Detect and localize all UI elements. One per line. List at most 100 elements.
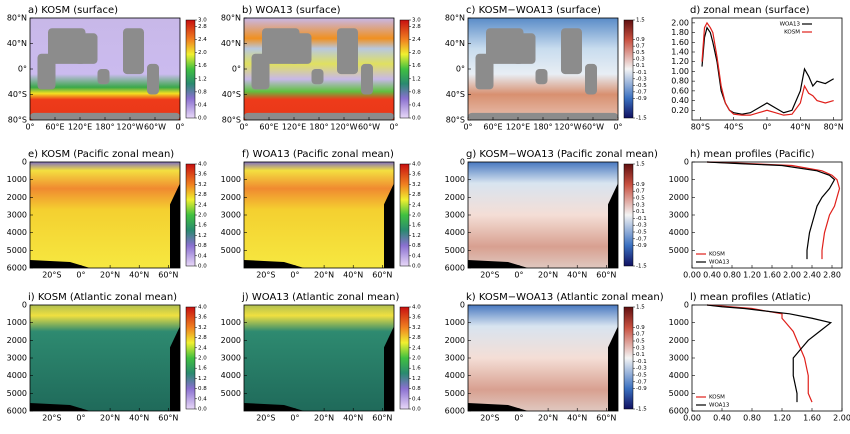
y-tick-label: 3000 xyxy=(221,211,241,220)
colorbar-label: 2.8 xyxy=(412,24,421,30)
colorbar-label: 0.5 xyxy=(636,196,645,202)
land xyxy=(585,63,597,95)
y-tick-label: 2000 xyxy=(445,336,465,345)
y-tick-label: 3000 xyxy=(445,211,465,220)
y-tick-label: 2000 xyxy=(7,336,27,345)
colorbar-label: 0.0 xyxy=(412,407,421,413)
legend-label: KOSM xyxy=(709,252,725,258)
x-tick-label: 120°E xyxy=(506,123,530,132)
colorbar-label: 2.8 xyxy=(198,24,207,30)
x-tick-label: 60°E xyxy=(45,123,64,132)
colorbar xyxy=(399,306,410,410)
colorbar-label: -1.5 xyxy=(636,264,647,270)
colorbar-label: 2.8 xyxy=(412,192,421,198)
colorbar-label: 0.4 xyxy=(198,396,207,402)
colorbar-label: 0.0 xyxy=(412,116,421,122)
legend-label: WOA13 xyxy=(780,22,801,28)
y-tick-label: 5000 xyxy=(7,246,27,255)
colorbar-label: 0.8 xyxy=(198,386,207,392)
y-tick-label: 5000 xyxy=(7,389,27,398)
panel-title: k) KOSM−WOA13 (Atlantic zonal mean) xyxy=(466,292,664,303)
x-tick-label: 20°S xyxy=(256,414,275,423)
y-tick-label: 4000 xyxy=(445,371,465,380)
x-tick-label: 1.60 xyxy=(763,271,781,280)
y-tick-label: 5000 xyxy=(221,246,241,255)
y-tick-label: 4000 xyxy=(7,371,27,380)
x-tick-label: 0° xyxy=(239,123,248,132)
colorbar-label: 3.2 xyxy=(412,182,421,188)
x-tick-label: 60°W xyxy=(358,123,380,132)
legend-label: KOSM xyxy=(709,395,725,401)
colorbar-label: 1.2 xyxy=(198,76,207,82)
colorbar xyxy=(399,19,410,119)
colorbar-label: 0.7 xyxy=(636,189,645,195)
colorbar-label: 0.9 xyxy=(636,182,645,188)
panel-title: b) WOA13 (surface) xyxy=(242,5,341,16)
colorbar xyxy=(623,163,634,267)
plot-frame xyxy=(691,17,843,121)
x-tick-label: 40°N xyxy=(129,414,149,423)
y-tick-label: 1000 xyxy=(669,175,689,184)
colorbar-label: -0.1 xyxy=(636,70,647,76)
colorbar-label: 2.4 xyxy=(198,345,207,351)
colorbar-label: 2.0 xyxy=(198,213,207,219)
colorbar-label: 0.5 xyxy=(636,50,645,56)
x-tick-label: 40°N xyxy=(343,414,363,423)
x-tick-label: 20°S xyxy=(256,271,275,280)
colorbar-label: 3.0 xyxy=(198,18,207,24)
x-tick-label: 180° xyxy=(95,123,114,132)
y-tick-label: 80°S xyxy=(8,116,27,125)
colorbar-label: 1.6 xyxy=(198,63,207,69)
colorbar-label: 2.8 xyxy=(412,335,421,341)
panel-title: h) mean profiles (Pacific) xyxy=(690,149,815,160)
x-tick-label: 60°E xyxy=(259,123,278,132)
colorbar-label: -0.9 xyxy=(636,243,647,249)
colorbar-label: -0.3 xyxy=(636,223,647,229)
x-tick-label: 0.40 xyxy=(713,414,731,423)
land xyxy=(468,112,618,120)
y-tick-label: 0 xyxy=(460,301,465,310)
colorbar-label: -0.7 xyxy=(636,89,647,95)
colorbar-label: -0.9 xyxy=(636,386,647,392)
y-tick-label: 6000 xyxy=(669,407,689,416)
colorbar-label: 1.6 xyxy=(198,366,207,372)
x-tick-label: 20°S xyxy=(480,271,499,280)
y-tick-label: 1000 xyxy=(669,318,689,327)
colorbar-label: 0.7 xyxy=(636,44,645,50)
panel-title: c) KOSM−WOA13 (surface) xyxy=(466,5,601,16)
colorbar xyxy=(623,306,634,410)
x-tick-label: 40°N xyxy=(343,271,363,280)
colorbar-label: 1.5 xyxy=(636,18,645,24)
colorbar-label: 0.1 xyxy=(636,209,645,215)
colorbar-label: 2.4 xyxy=(412,37,421,43)
colorbar-label: 0.8 xyxy=(198,243,207,249)
y-tick-label: 1000 xyxy=(445,318,465,327)
data-line xyxy=(701,21,834,116)
y-tick-label: 0.80 xyxy=(671,77,689,86)
y-tick-label: 0 xyxy=(22,301,27,310)
colorbar-label: -0.5 xyxy=(636,373,647,379)
x-tick-label: 60°N xyxy=(596,414,616,423)
land xyxy=(311,69,324,85)
x-tick-label: 2.00 xyxy=(833,414,850,423)
x-tick-label: 60°W xyxy=(582,123,604,132)
colorbar-label: 0.4 xyxy=(412,253,421,259)
colorbar-label: 0.3 xyxy=(636,345,645,351)
panel-title: g) KOSM−WOA13 (Pacific zonal mean) xyxy=(466,149,658,160)
x-tick-label: 20°S xyxy=(42,271,61,280)
x-tick-label: 60°N xyxy=(372,414,392,423)
x-tick-label: 40°N xyxy=(567,271,587,280)
colorbar-label: -0.7 xyxy=(636,236,647,242)
colorbar-label: 1.2 xyxy=(198,233,207,239)
x-tick-label: 40°N xyxy=(129,271,149,280)
x-tick-label: 40°S xyxy=(724,123,743,132)
land xyxy=(561,28,582,75)
y-tick-label: 2000 xyxy=(221,193,241,202)
colorbar-label: 0.9 xyxy=(636,325,645,331)
colorbar-label: 3.6 xyxy=(198,172,207,178)
y-tick-label: 4000 xyxy=(669,371,689,380)
colorbar-label: 1.5 xyxy=(636,162,645,168)
colorbar-label: 3.2 xyxy=(198,325,207,331)
x-tick-label: 0.00 xyxy=(683,414,701,423)
